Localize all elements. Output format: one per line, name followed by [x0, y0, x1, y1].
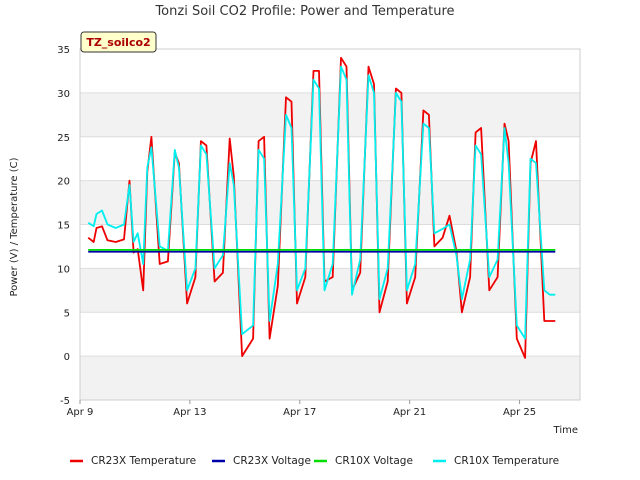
- y-tick-label: 10: [57, 264, 70, 275]
- legend-item: CR23X Voltage: [212, 455, 311, 467]
- legend-label: CR23X Temperature: [91, 455, 196, 467]
- site-badge-box: [80, 31, 157, 53]
- legend-item: CR23X Temperature: [70, 455, 196, 467]
- plot-frame: [79, 48, 581, 401]
- x-axis-ticks: Apr 9 Apr 13 Apr 17 Apr 21 Apr 25: [67, 400, 536, 418]
- legend: CR23X Temperature CR23X Voltage CR10X Volt…: [70, 455, 559, 467]
- series-lines: [87, 56, 556, 359]
- legend-label: CR23X Voltage: [233, 455, 311, 467]
- y-tick-label: 20: [57, 177, 70, 188]
- legend-item: CR10X Temperature: [433, 455, 559, 467]
- plot-band: [80, 356, 580, 400]
- y-tick-label: -5: [60, 396, 70, 407]
- y-tick-label: 30: [57, 89, 70, 100]
- legend-label: CR10X Voltage: [335, 455, 413, 467]
- site-badge: TZ_soilco2: [80, 31, 157, 53]
- x-axis-label: Time: [553, 425, 578, 436]
- plot-bands: [80, 92, 580, 400]
- x-tick-label: Apr 13: [173, 407, 206, 418]
- series-line-cr10x-temperature: [87, 65, 556, 340]
- y-axis-label: Power (V) / Temperature (C): [9, 157, 20, 296]
- chart-title: Tonzi Soil CO2 Profile: Power and Temper…: [154, 4, 454, 19]
- y-tick-label: 25: [57, 133, 70, 144]
- y-axis-ticks: -5 0 5 10 15 20 25 30 35: [57, 45, 70, 407]
- x-tick-label: Apr 21: [393, 407, 426, 418]
- y-tick-label: 0: [64, 352, 70, 363]
- legend-label: CR10X Temperature: [454, 455, 559, 467]
- plot-band: [80, 92, 580, 137]
- x-tick-label: Apr 9: [67, 407, 94, 418]
- plot-band: [80, 180, 580, 225]
- y-tick-label: 5: [64, 308, 70, 319]
- y-tick-label: 15: [57, 221, 70, 232]
- x-tick-label: Apr 25: [503, 407, 536, 418]
- x-tick-label: Apr 17: [283, 407, 316, 418]
- plot-band: [80, 268, 580, 313]
- legend-item: CR10X Voltage: [314, 455, 413, 467]
- y-tick-label: 35: [57, 45, 70, 56]
- site-badge-label: TZ_soilco2: [86, 36, 150, 49]
- series-line-cr23x-temperature: [87, 56, 556, 359]
